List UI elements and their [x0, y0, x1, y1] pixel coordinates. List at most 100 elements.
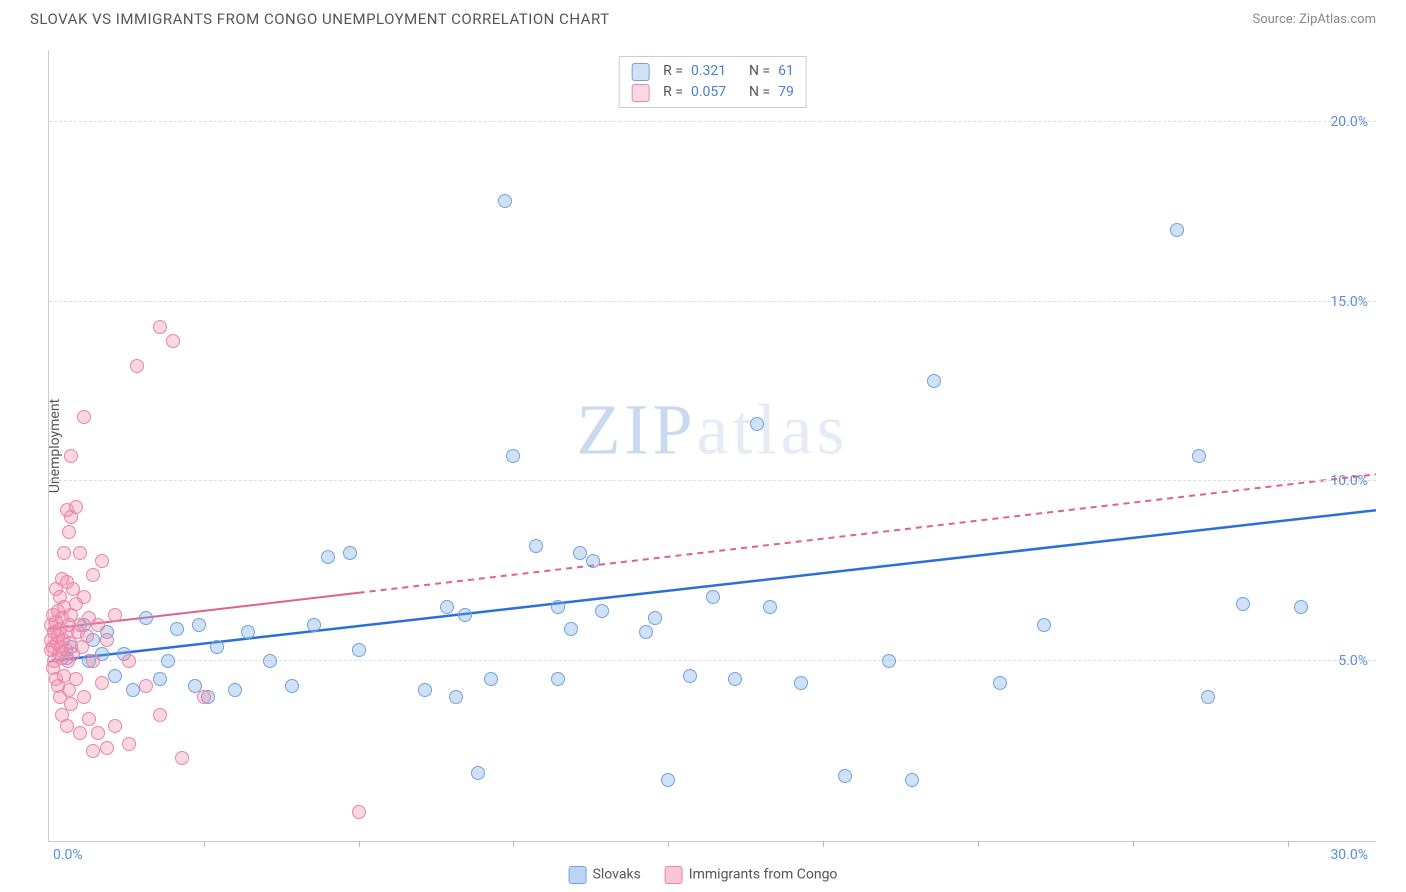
scatter-point — [927, 374, 941, 388]
scatter-point — [95, 676, 109, 690]
scatter-point — [661, 773, 675, 787]
legend-label: Slovaks — [593, 867, 641, 883]
scatter-point — [838, 769, 852, 783]
scatter-point — [471, 766, 485, 780]
scatter-point — [1170, 223, 1184, 237]
x-max-label: 30.0% — [1330, 847, 1368, 863]
scatter-point — [529, 539, 543, 553]
scatter-point — [161, 654, 175, 668]
scatter-point — [706, 590, 720, 604]
scatter-point — [498, 194, 512, 208]
scatter-point — [69, 500, 83, 514]
x-tick — [1288, 841, 1289, 847]
n-value: 79 — [778, 82, 794, 103]
scatter-point — [170, 622, 184, 636]
scatter-point — [1192, 449, 1206, 463]
gridline — [49, 121, 1376, 122]
scatter-point — [210, 640, 224, 654]
legend-label: Immigrants from Congo — [689, 867, 838, 883]
correlation-legend-row: R = 0.057 N = 79 — [631, 82, 794, 103]
chart-plot-area: ZIPatlas R =0.321N =61R =0.057N =79 0.0%… — [48, 50, 1376, 842]
scatter-point — [418, 683, 432, 697]
scatter-point — [86, 744, 100, 758]
scatter-point — [1201, 690, 1215, 704]
scatter-point — [139, 611, 153, 625]
scatter-point — [77, 690, 91, 704]
scatter-point — [80, 629, 94, 643]
scatter-point — [882, 654, 896, 668]
scatter-point — [573, 546, 587, 560]
n-label: N = — [749, 82, 770, 103]
scatter-point — [905, 773, 919, 787]
scatter-point — [595, 604, 609, 618]
scatter-point — [73, 546, 87, 560]
r-value: 0.057 — [691, 82, 741, 103]
scatter-point — [130, 359, 144, 373]
x-tick — [1133, 841, 1134, 847]
scatter-point — [86, 654, 100, 668]
scatter-point — [175, 751, 189, 765]
scatter-point — [166, 334, 180, 348]
watermark-zip: ZIP — [577, 389, 697, 469]
scatter-point — [108, 719, 122, 733]
scatter-point — [728, 672, 742, 686]
y-tick-label: 5.0% — [1338, 653, 1368, 669]
scatter-point — [794, 676, 808, 690]
scatter-point — [763, 600, 777, 614]
scatter-point — [153, 708, 167, 722]
x-tick — [978, 841, 979, 847]
scatter-point — [122, 654, 136, 668]
scatter-point — [57, 546, 71, 560]
scatter-point — [108, 608, 122, 622]
correlation-legend-row: R =0.321N =61 — [631, 61, 794, 82]
scatter-point — [352, 643, 366, 657]
scatter-point — [458, 608, 472, 622]
scatter-point — [551, 600, 565, 614]
scatter-point — [285, 679, 299, 693]
scatter-point — [62, 525, 76, 539]
scatter-point — [321, 550, 335, 564]
scatter-point — [126, 683, 140, 697]
y-tick-label: 15.0% — [1330, 294, 1368, 310]
n-label: N = — [749, 61, 770, 82]
scatter-point — [506, 449, 520, 463]
watermark-atlas: atlas — [697, 389, 849, 469]
legend-swatch — [665, 866, 683, 884]
y-tick-label: 20.0% — [1330, 114, 1368, 130]
scatter-point — [91, 618, 105, 632]
scatter-point — [100, 741, 114, 755]
scatter-point — [564, 622, 578, 636]
scatter-point — [73, 726, 87, 740]
scatter-point — [95, 554, 109, 568]
correlation-legend: R =0.321N =61R =0.057N =79 — [618, 56, 807, 108]
scatter-point — [449, 690, 463, 704]
scatter-point — [352, 805, 366, 819]
scatter-point — [64, 697, 78, 711]
r-label: R = — [663, 61, 683, 82]
legend-item: Slovaks — [569, 866, 641, 884]
scatter-point — [69, 672, 83, 686]
r-label: R = — [663, 82, 683, 103]
scatter-point — [440, 600, 454, 614]
x-tick — [513, 841, 514, 847]
scatter-point — [108, 669, 122, 683]
scatter-point — [153, 320, 167, 334]
x-tick — [359, 841, 360, 847]
trend-lines — [49, 50, 1376, 841]
scatter-point — [241, 625, 255, 639]
scatter-point — [263, 654, 277, 668]
scatter-point — [228, 683, 242, 697]
scatter-point — [750, 417, 764, 431]
scatter-point — [91, 726, 105, 740]
r-value: 0.321 — [691, 61, 741, 82]
scatter-point — [993, 676, 1007, 690]
scatter-point — [307, 618, 321, 632]
y-tick-label: 10.0% — [1330, 473, 1368, 489]
gridline — [49, 301, 1376, 302]
scatter-point — [1236, 597, 1250, 611]
legend-swatch — [569, 866, 587, 884]
legend-swatch — [631, 84, 649, 102]
scatter-point — [82, 712, 96, 726]
scatter-point — [1037, 618, 1051, 632]
watermark: ZIPatlas — [577, 388, 849, 471]
